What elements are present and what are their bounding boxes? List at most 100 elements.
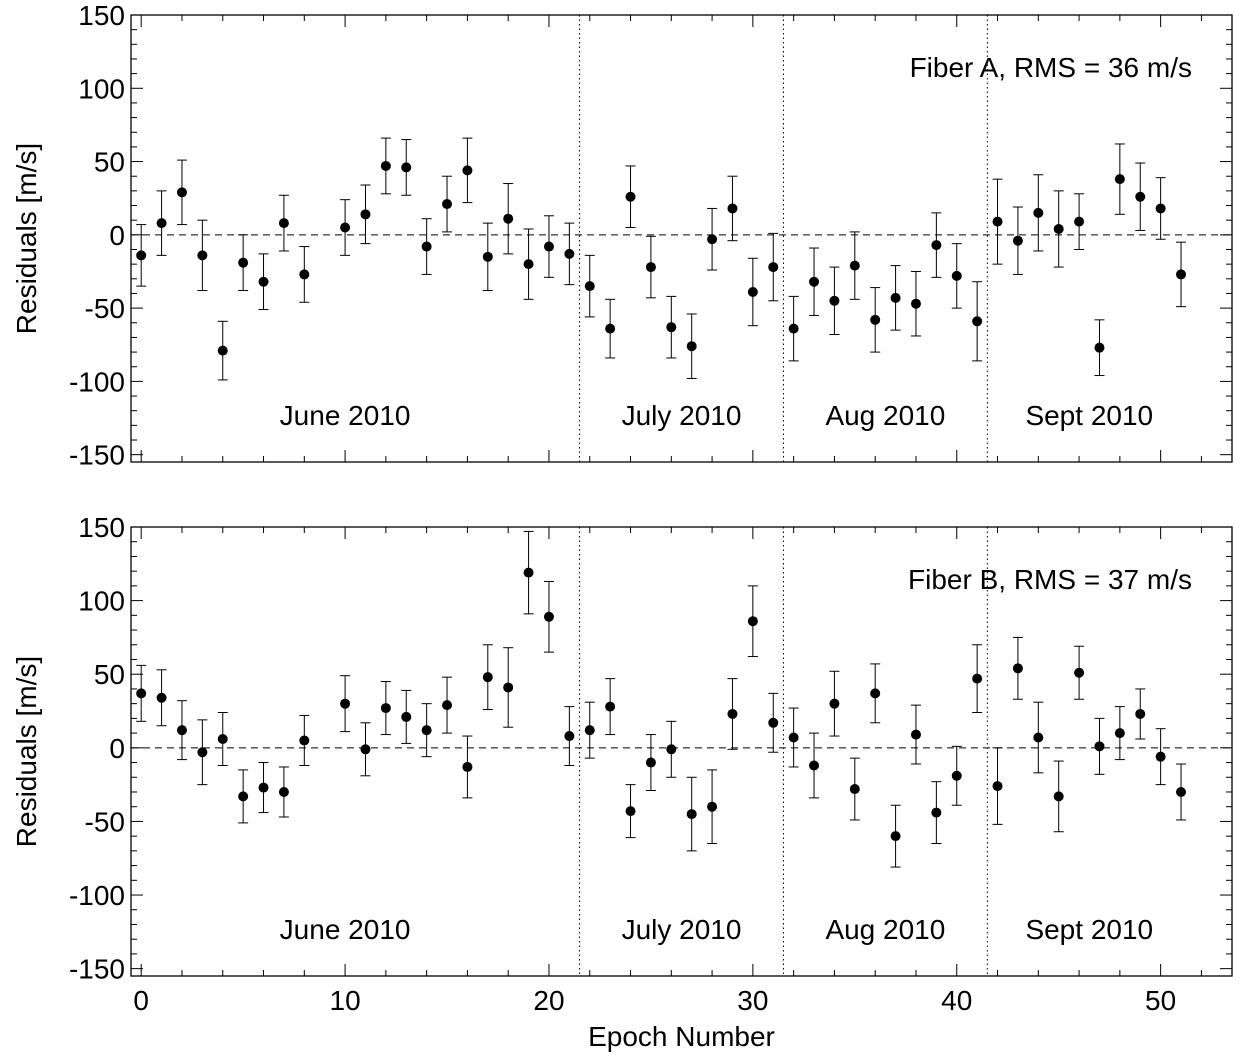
data-point (686, 341, 697, 352)
y-tick-label: -100 (69, 366, 125, 397)
data-point (503, 213, 514, 224)
data-point (1155, 203, 1166, 214)
y-tick-label: 150 (78, 0, 125, 31)
month-label: Aug 2010 (825, 400, 945, 431)
month-label: Sept 2010 (1025, 400, 1153, 431)
plot-frame (130, 14, 1233, 463)
data-point (788, 323, 799, 334)
data-point (625, 806, 636, 817)
data-point (910, 729, 921, 740)
data-point (401, 711, 412, 722)
month-label: June 2010 (280, 400, 411, 431)
month-label: Sept 2010 (1025, 914, 1153, 945)
data-point (972, 673, 983, 684)
data-point (768, 717, 779, 728)
month-label: Aug 2010 (825, 914, 945, 945)
data-point (666, 322, 677, 333)
data-point (482, 672, 493, 683)
y-tick-label: 100 (78, 73, 125, 104)
x-tick-label: 10 (330, 985, 361, 1016)
data-point (1012, 663, 1023, 674)
data-point (707, 801, 718, 812)
data-point (523, 567, 534, 578)
data-point (666, 744, 677, 755)
x-tick-label: 50 (1145, 985, 1176, 1016)
rms-annotation: Fiber A, RMS = 36 m/s (910, 52, 1192, 83)
data-point (584, 725, 595, 736)
data-point (809, 276, 820, 287)
data-point (258, 782, 269, 793)
data-point (1033, 732, 1044, 743)
data-point (462, 761, 473, 772)
data-point (788, 732, 799, 743)
data-point (1053, 223, 1064, 234)
y-tick-label: 100 (78, 586, 125, 617)
y-tick-label: 50 (94, 659, 125, 690)
x-tick-label: 0 (133, 985, 149, 1016)
y-tick-label: -150 (69, 954, 125, 985)
data-point (176, 725, 187, 736)
data-point (1094, 741, 1105, 752)
data-point (910, 298, 921, 309)
data-point (645, 262, 656, 273)
data-point (238, 257, 249, 268)
data-point (870, 688, 881, 699)
data-point (1135, 191, 1146, 202)
data-point (1074, 216, 1085, 227)
data-point (1074, 667, 1085, 678)
data-point (625, 191, 636, 202)
data-point (747, 616, 758, 627)
data-point (299, 269, 310, 280)
data-point (238, 791, 249, 802)
data-point (217, 733, 228, 744)
data-point (1176, 786, 1187, 797)
data-point (360, 209, 371, 220)
data-point (1176, 269, 1187, 280)
data-point (727, 708, 738, 719)
month-label: July 2010 (622, 914, 742, 945)
data-point (258, 276, 269, 287)
y-tick-label: 0 (109, 733, 125, 764)
data-point (829, 698, 840, 709)
data-point (421, 725, 432, 736)
panel-bottom: -150 -100 -50 0 50 100 150 0 10 20 30 40 50 Residuals… (11, 512, 1233, 1052)
rms-annotation: Fiber B, RMS = 37 m/s (908, 564, 1192, 595)
data-point (401, 162, 412, 173)
data-point (605, 701, 616, 712)
data-point (421, 241, 432, 252)
data-point (197, 747, 208, 758)
data-point (176, 187, 187, 198)
data-point (299, 735, 310, 746)
data-point (1114, 174, 1125, 185)
y-axis-label: Residuals [m/s] (11, 143, 42, 334)
data-point (829, 295, 840, 306)
data-point (992, 781, 1003, 792)
data-point (1094, 342, 1105, 353)
y-tick-label: -100 (69, 880, 125, 911)
data-point (482, 251, 493, 262)
month-label: June 2010 (280, 914, 411, 945)
data-point (442, 700, 453, 711)
data-point (849, 260, 860, 271)
data-point (136, 688, 147, 699)
y-axis-label: Residuals [m/s] (11, 656, 42, 847)
data-point (380, 703, 391, 714)
data-point (1114, 728, 1125, 739)
data-point (380, 160, 391, 171)
data-point (503, 682, 514, 693)
data-point (1155, 751, 1166, 762)
data-point (849, 784, 860, 795)
y-tick-label: -50 (85, 293, 125, 324)
x-tick-label: 20 (533, 985, 564, 1016)
y-tick-label: 0 (109, 220, 125, 251)
data-point (992, 216, 1003, 227)
data-point (727, 203, 738, 214)
data-point (931, 807, 942, 818)
data-point (543, 611, 554, 622)
data-point (686, 809, 697, 820)
data-point (707, 234, 718, 245)
data-point (564, 731, 575, 742)
data-point (136, 250, 147, 261)
data-point (1012, 235, 1023, 246)
